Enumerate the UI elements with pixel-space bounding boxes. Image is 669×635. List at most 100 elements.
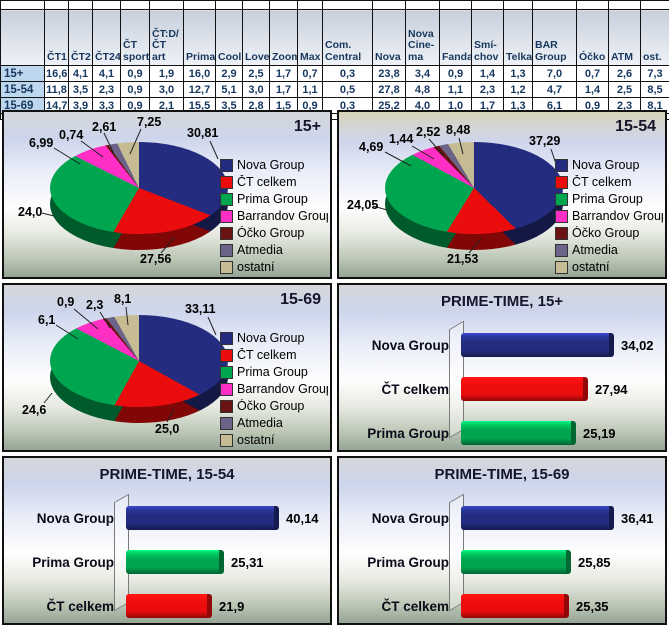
bar-chart-row: Prima Group 25,85 — [349, 540, 659, 584]
pie-panel-15-54: 37,29 21,53 24,05 4,69 1,44 2,52 8,48 15… — [337, 110, 667, 279]
legend-chip — [220, 192, 233, 206]
legend-chip — [555, 175, 568, 189]
legend-chip — [555, 209, 568, 223]
bar-chart-row: Prima Group 25,19 — [349, 411, 659, 450]
pie-value-label: 4,69 — [359, 140, 384, 154]
header-cell: BAR Group — [532, 9, 577, 66]
value-cell: 0,9 — [120, 81, 150, 98]
value-cell: 1,2 — [503, 81, 533, 98]
bar — [461, 377, 588, 401]
legend-item: Óčko Group — [220, 226, 328, 240]
legend-chip — [220, 433, 233, 447]
pie-value-label: 30,81 — [187, 126, 219, 140]
value-cell: 27,8 — [372, 81, 406, 98]
pie-value-label: 24,05 — [347, 198, 379, 212]
audience-share-table: ČT1 ČT2 ČT24 ČT sport ČT:D/ ČT art Prima… — [0, 0, 669, 120]
value-cell: 5,1 — [215, 81, 243, 98]
legend-item: Nova Group — [220, 158, 328, 172]
legend: Nova Group ČT celkem Prima Group Barrand… — [220, 158, 328, 277]
pie-value-label: 0,9 — [57, 295, 75, 309]
value-cell: 0,7 — [576, 65, 609, 82]
legend-label: ČT celkem — [572, 175, 632, 189]
value-cell: 2,1 — [149, 97, 184, 114]
value-cell: 1,0 — [439, 97, 472, 114]
header-cell: ATM — [608, 9, 641, 66]
bar-category-label: Prima Group — [367, 425, 449, 441]
table-row: 15-54 11,8 3,5 2,3 0,9 3,0 12,7 5,1 3,0 … — [0, 81, 669, 98]
legend-label: Óčko Group — [237, 399, 305, 413]
value-cell: 2,5 — [608, 81, 641, 98]
chart-grid: 30,81 27,56 24,0 6,99 0,74 2,61 7,25 15+… — [2, 110, 667, 625]
bar — [461, 421, 576, 445]
legend-label: Óčko Group — [572, 226, 640, 240]
bar-chart-row: Nova Group 34,02 — [349, 323, 659, 367]
bar — [461, 506, 614, 530]
value-cell: 7,3 — [640, 65, 669, 82]
value-cell: 15,5 — [183, 97, 216, 114]
value-cell: 0,9 — [576, 97, 609, 114]
value-cell: 2,3 — [92, 81, 121, 98]
value-cell: 4,1 — [92, 65, 121, 82]
bar — [126, 594, 212, 618]
value-cell: 0,9 — [439, 65, 472, 82]
bar — [461, 550, 571, 574]
header-cell: Smí- chov — [471, 9, 504, 66]
value-cell: 2,5 — [242, 65, 270, 82]
value-cell: 6,1 — [532, 97, 577, 114]
legend-chip — [220, 365, 233, 379]
bar-chart-row: Nova Group 40,14 — [14, 496, 324, 540]
value-cell: 3,0 — [149, 81, 184, 98]
bar-value-label: 34,02 — [621, 337, 654, 353]
value-cell: 25,2 — [372, 97, 406, 114]
value-cell: 4,7 — [532, 81, 577, 98]
legend-item: Prima Group — [555, 192, 663, 206]
row-label-cell: 15-54 — [0, 81, 45, 98]
value-cell: 8,5 — [640, 81, 669, 98]
header-cell: ČT2 — [68, 9, 93, 66]
header-cell: Nova — [372, 9, 406, 66]
bar-value-label: 25,19 — [583, 425, 616, 441]
bar-panel-primetime-15plus: PRIME-TIME, 15+ Nova Group 34,02 ČT celk… — [337, 283, 667, 452]
bar-value-label: 25,85 — [578, 554, 611, 570]
value-cell: 1,7 — [269, 81, 298, 98]
legend-chip — [220, 260, 233, 274]
pie-value-label: 37,29 — [529, 134, 561, 148]
bar-plot: Nova Group 40,14 Prima Group 25,31 ČT ce… — [14, 493, 324, 618]
chart-title: 15+ — [293, 118, 321, 135]
header-cell: Max — [297, 9, 323, 66]
chart-title: PRIME-TIME, 15-69 — [434, 466, 570, 483]
legend-chip — [220, 158, 233, 172]
legend-chip — [220, 243, 233, 257]
value-cell: 1,1 — [297, 81, 323, 98]
table-header-row: ČT1 ČT2 ČT24 ČT sport ČT:D/ ČT art Prima… — [0, 9, 669, 66]
bar-panel-primetime-15-54: PRIME-TIME, 15-54 Nova Group 40,14 Prima… — [2, 456, 332, 625]
value-cell: 3,5 — [68, 81, 93, 98]
legend-chip — [555, 226, 568, 240]
bar-chart-row: ČT celkem 27,94 — [349, 367, 659, 411]
row-label-cell: 15-69 — [0, 97, 45, 114]
bar-chart-row: Prima Group 25,31 — [14, 540, 324, 584]
legend-label: ČT celkem — [237, 348, 297, 362]
pie-panel-15-69: 33,11 25,0 24,6 6,1 0,9 2,3 8,1 15-69 No… — [2, 283, 332, 452]
pie-value-label: 0,74 — [59, 128, 84, 142]
bar — [126, 550, 224, 574]
value-cell: 2,3 — [471, 81, 504, 98]
chart-title: 15-54 — [615, 118, 656, 135]
chart-title: PRIME-TIME, 15+ — [440, 293, 564, 310]
header-cell: ČT1 — [44, 9, 69, 66]
legend: Nova Group ČT celkem Prima Group Barrand… — [555, 158, 663, 277]
bar-category-label: Prima Group — [367, 554, 449, 570]
bar-chart-row: ČT celkem 21,9 — [14, 584, 324, 623]
pie-value-label: 8,48 — [446, 123, 471, 137]
value-cell: 0,9 — [120, 65, 150, 82]
bar-value-label: 25,35 — [576, 598, 609, 614]
value-cell: 16,6 — [44, 65, 69, 82]
value-cell: 0,5 — [322, 81, 373, 98]
header-cell: ost. — [640, 9, 669, 66]
chart-title: 15-69 — [280, 291, 321, 308]
value-cell: 2,9 — [215, 65, 243, 82]
chart-title: PRIME-TIME, 15-54 — [99, 466, 235, 483]
legend-label: Nova Group — [237, 158, 305, 172]
value-cell: 1,3 — [503, 65, 533, 82]
